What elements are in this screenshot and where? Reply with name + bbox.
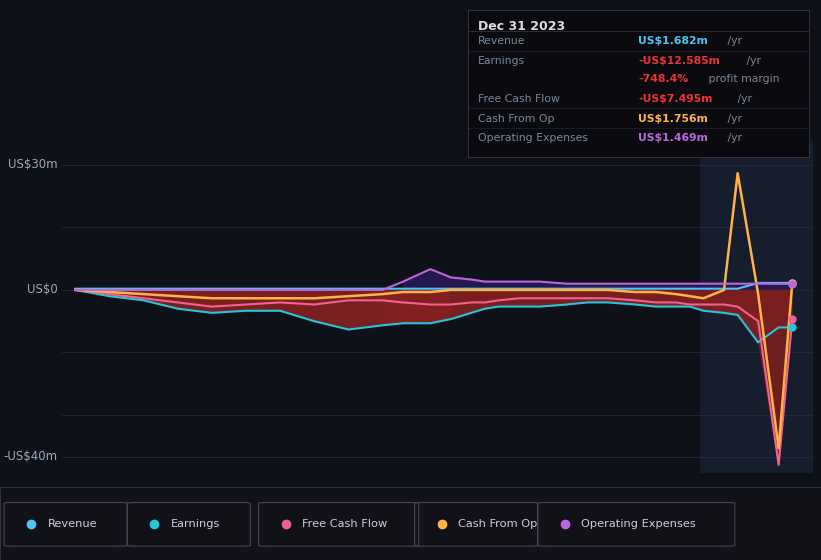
Text: 2019: 2019 <box>436 488 466 501</box>
Text: /yr: /yr <box>724 133 742 143</box>
Text: US$1.756m: US$1.756m <box>639 114 709 124</box>
Text: US$30m: US$30m <box>8 158 57 171</box>
Text: 2020: 2020 <box>504 488 534 501</box>
Text: US$1.682m: US$1.682m <box>639 36 709 46</box>
Text: Operating Expenses: Operating Expenses <box>581 519 696 529</box>
Text: /yr: /yr <box>743 57 761 66</box>
Text: -748.4%: -748.4% <box>639 74 689 84</box>
Text: -US$12.585m: -US$12.585m <box>639 57 720 66</box>
Text: -US$7.495m: -US$7.495m <box>639 94 713 104</box>
Text: Earnings: Earnings <box>171 519 220 529</box>
Text: Revenue: Revenue <box>478 36 525 46</box>
Text: /yr: /yr <box>724 114 742 124</box>
Text: Free Cash Flow: Free Cash Flow <box>302 519 388 529</box>
Text: 2016: 2016 <box>231 488 261 501</box>
Bar <box>700 140 816 473</box>
Text: US$1.469m: US$1.469m <box>639 133 709 143</box>
Text: 2018: 2018 <box>368 488 397 501</box>
Text: Earnings: Earnings <box>478 57 525 66</box>
Text: 2023: 2023 <box>709 488 739 501</box>
Text: Revenue: Revenue <box>48 519 97 529</box>
Text: profit margin: profit margin <box>705 74 780 84</box>
Text: Dec 31 2023: Dec 31 2023 <box>478 20 566 32</box>
Text: Cash From Op: Cash From Op <box>478 114 555 124</box>
Text: 2021: 2021 <box>572 488 603 501</box>
Text: 2017: 2017 <box>300 488 329 501</box>
Text: US$0: US$0 <box>27 283 57 296</box>
Text: 2022: 2022 <box>640 488 671 501</box>
Text: 2015: 2015 <box>163 488 193 501</box>
Text: /yr: /yr <box>734 94 752 104</box>
Text: 2014: 2014 <box>94 488 124 501</box>
Text: Operating Expenses: Operating Expenses <box>478 133 588 143</box>
Text: /yr: /yr <box>724 36 742 46</box>
Text: Cash From Op: Cash From Op <box>458 519 538 529</box>
Text: Free Cash Flow: Free Cash Flow <box>478 94 560 104</box>
Text: -US$40m: -US$40m <box>3 450 57 463</box>
